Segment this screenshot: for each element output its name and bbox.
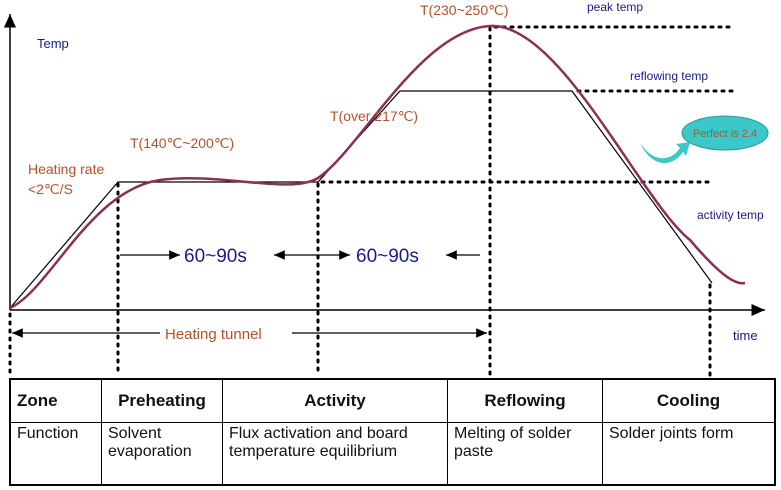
heating-rate-value: <2℃/S: [28, 181, 73, 197]
peak-temp-label: peak temp: [587, 0, 643, 14]
header-reflowing: Reflowing: [447, 378, 603, 423]
reflow-profile-diagram: Temp time Heating rate <2℃/S T(140℃~200℃…: [3, 0, 769, 378]
cell-activity: Flux activation and board temperature eq…: [222, 422, 448, 486]
header-zone: Zone: [9, 378, 102, 423]
header-activity: Activity: [222, 378, 448, 423]
actual-profile-curve: [9, 24, 746, 310]
over-temp-label: T(over 217℃): [330, 108, 418, 124]
reflow-temp-label: reflowing temp: [630, 69, 708, 83]
callout-text: Perfect is 2.4: [693, 128, 757, 140]
cell-preheating: Solvent evaporation: [101, 422, 223, 486]
callout-bubble: [681, 115, 769, 151]
heating-rate-label: Heating rate: [28, 161, 104, 177]
activity-temp-label: activity temp: [697, 208, 764, 222]
cell-cooling: Solder joints form: [602, 422, 776, 486]
callout-arrow-icon: [640, 142, 690, 164]
cell-function: Function: [9, 422, 102, 486]
preheat-temp-label: T(140℃~200℃): [130, 135, 234, 151]
duration2-label: 60~90s: [356, 246, 419, 267]
heating-tunnel-label: Heating tunnel: [165, 326, 262, 343]
table-row: Function Solvent evaporation Flux activa…: [9, 422, 776, 486]
peak-range-label: T(230~250℃): [420, 2, 509, 18]
zone-table: Zone Preheating Activity Reflowing Cooli…: [9, 378, 776, 486]
header-preheating: Preheating: [101, 378, 223, 423]
x-axis-label: time: [733, 328, 758, 343]
cell-reflowing: Melting of solder paste: [447, 422, 603, 486]
y-axis-label: Temp: [37, 36, 69, 51]
header-cooling: Cooling: [602, 378, 776, 423]
duration1-label: 60~90s: [184, 246, 247, 267]
table-header-row: Zone Preheating Activity Reflowing Cooli…: [9, 378, 776, 423]
dotted-guides: [8, 25, 734, 378]
